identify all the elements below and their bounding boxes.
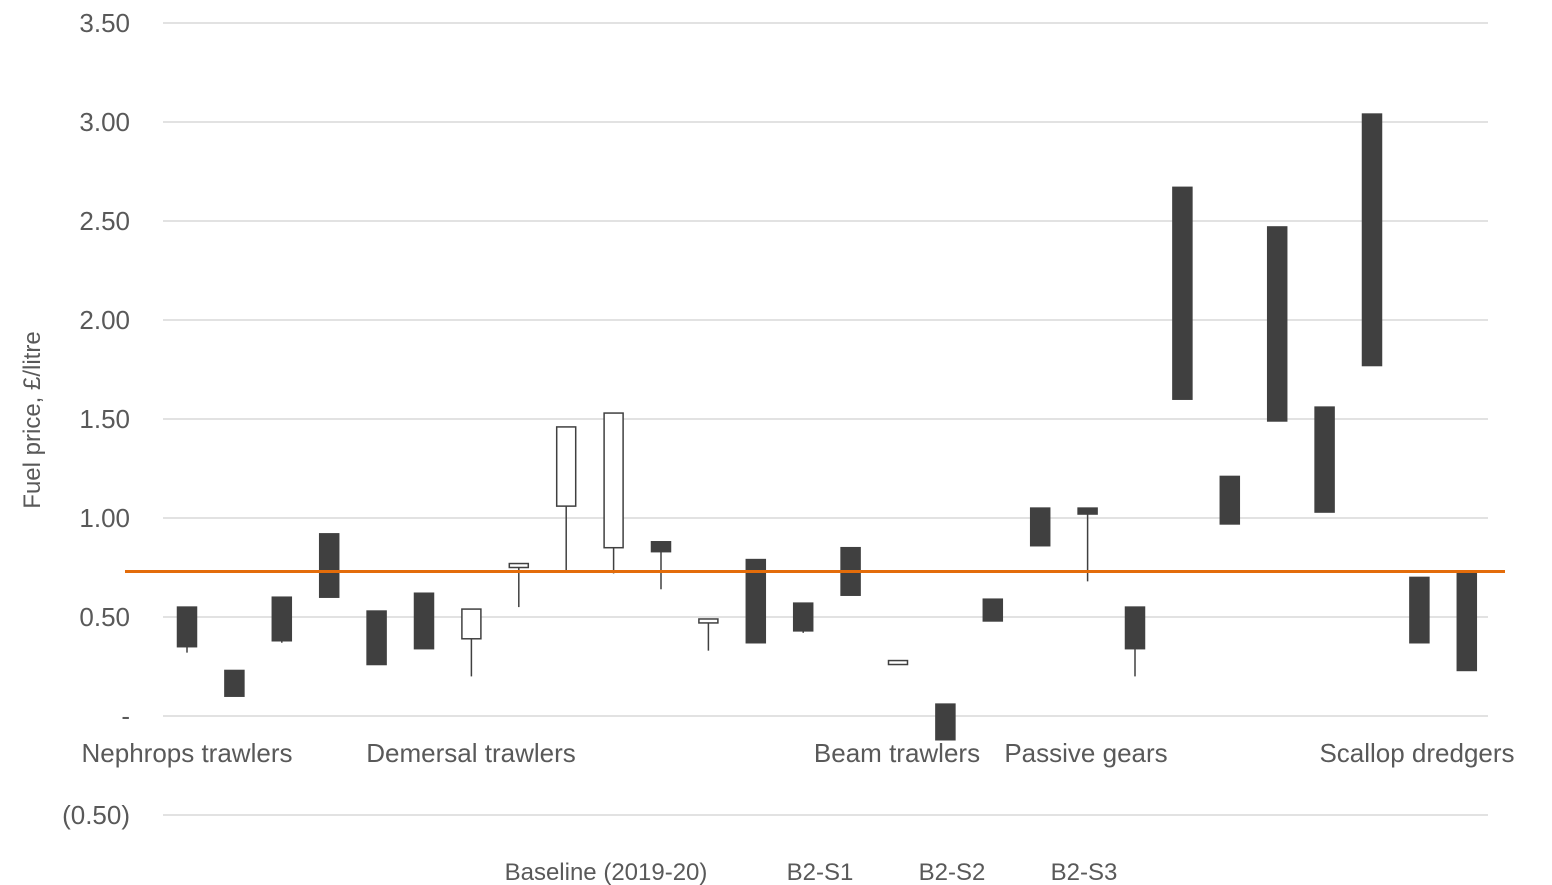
y-tick-label: - xyxy=(121,701,130,731)
candle-body xyxy=(318,533,340,598)
candle-body xyxy=(1219,475,1241,525)
legend-entry: Baseline (2019-20) xyxy=(505,859,708,885)
y-axis-label: Fuel price, £/litre xyxy=(19,331,46,508)
category-label: Nephrops trawlers xyxy=(82,738,293,768)
candle-body xyxy=(1029,507,1051,547)
category-label: Passive gears xyxy=(1004,738,1167,768)
candle-body xyxy=(935,703,956,741)
candle-body xyxy=(271,596,293,642)
gridlines xyxy=(163,22,1488,816)
candle-body xyxy=(461,608,482,640)
y-tick-label: (0.50) xyxy=(62,800,130,830)
y-tick-label: 3.50 xyxy=(79,8,130,38)
candle-body xyxy=(1124,606,1146,650)
legend-entry: B2-S1 xyxy=(787,859,854,885)
category-label: Beam trawlers xyxy=(814,738,980,768)
candle-body xyxy=(366,610,387,666)
candles xyxy=(176,113,1478,741)
legend: Baseline (2019-20) B2-S1 B2-S2 B2-S3 xyxy=(505,859,1118,885)
candle-body xyxy=(1172,186,1193,400)
y-tick-label: 0.50 xyxy=(79,602,130,632)
candle-body xyxy=(982,598,1004,622)
candle-body xyxy=(1314,406,1335,513)
candle-body xyxy=(1266,226,1288,422)
y-tick-label: 3.00 xyxy=(79,107,130,137)
candle-body xyxy=(176,606,198,648)
y-tick-label: 1.00 xyxy=(79,503,130,533)
candle-body xyxy=(745,558,767,644)
y-tick-label: 1.50 xyxy=(79,404,130,434)
candle-body xyxy=(413,592,435,650)
candle-body xyxy=(792,602,814,632)
candle-body xyxy=(1456,572,1478,672)
category-label: Demersal trawlers xyxy=(366,738,576,768)
y-axis-ticks: 3.50 3.00 2.50 2.00 1.50 1.00 0.50 - (0.50) xyxy=(62,8,130,830)
candle-body xyxy=(1077,507,1098,515)
category-labels: Nephrops trawlers Demersal trawlers Beam t… xyxy=(82,738,1515,768)
legend-entry: B2-S2 xyxy=(919,859,986,885)
legend-entry: B2-S3 xyxy=(1051,859,1118,885)
y-tick-label: 2.00 xyxy=(79,305,130,335)
candle-body xyxy=(224,669,245,697)
candle-body xyxy=(508,562,530,569)
candle-body xyxy=(698,618,719,624)
candle-body xyxy=(887,659,909,666)
candle-body xyxy=(1409,576,1430,644)
candle-body xyxy=(603,412,624,549)
candle-body xyxy=(650,541,672,553)
candle-body xyxy=(555,426,577,507)
category-label: Scallop dredgers xyxy=(1319,738,1514,768)
candle-body xyxy=(1361,113,1383,367)
y-tick-label: 2.50 xyxy=(79,206,130,236)
